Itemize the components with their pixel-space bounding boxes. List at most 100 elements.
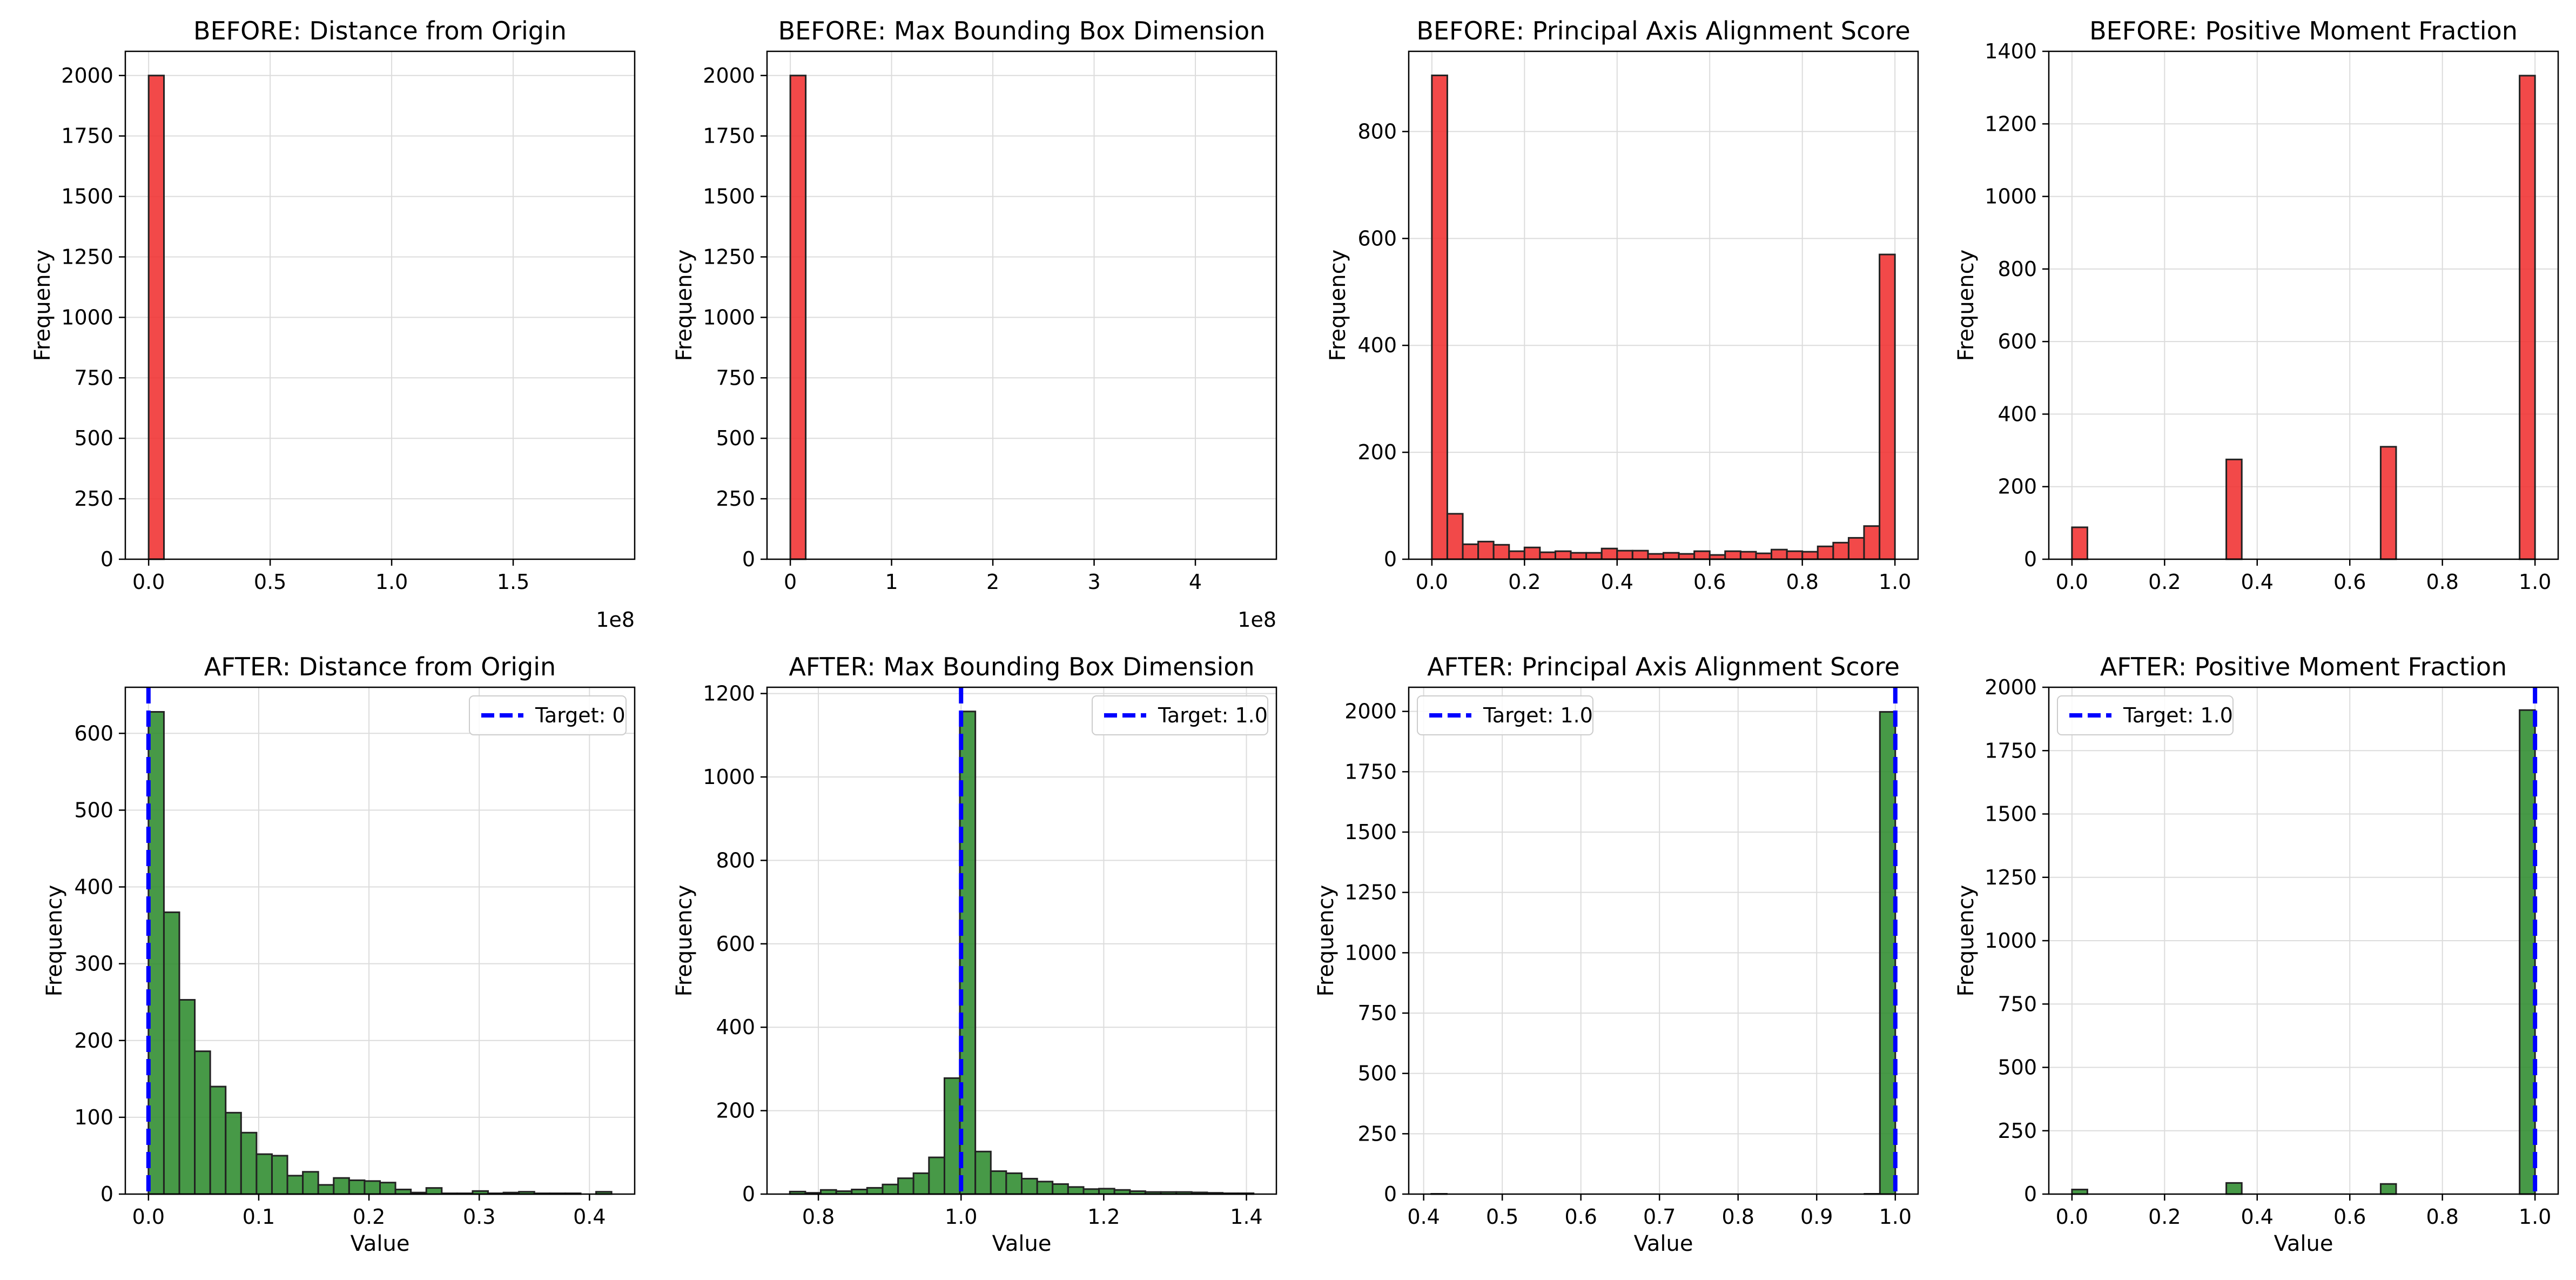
subplot-3: 0.0 0.2 0.4 0.6 0.8 1.0 0 200 400 600 800 BEFORE: P… [1326, 16, 1919, 594]
x-tick-label: 1.0 [2519, 570, 2551, 594]
y-tick-label: 1000 [1985, 929, 2037, 953]
chart-title: BEFORE: Positive Moment Fraction [2089, 16, 2518, 45]
histogram-bars [2071, 75, 2536, 560]
y-tick-label: 500 [1997, 1056, 2037, 1080]
histogram-bar [1631, 549, 1649, 560]
x-tick-label: 0.6 [2333, 570, 2366, 594]
y-axis-label: Frequency [672, 250, 697, 361]
legend: Target: 0 [469, 695, 627, 735]
y-tick-label: 1500 [1344, 820, 1397, 844]
histogram-bar [348, 1179, 366, 1195]
histogram-bar [1570, 552, 1588, 560]
chart-title: AFTER: Distance from Origin [204, 652, 556, 681]
x-tick-label: 2 [986, 570, 999, 594]
legend-label: Target: 1.0 [2123, 703, 2233, 727]
y-tick-label: 400 [1997, 402, 2037, 426]
y-axis-label: Frequency [672, 885, 697, 997]
histogram-bar [333, 1177, 350, 1195]
histogram-bar [943, 1077, 961, 1195]
y-tick-label: 1750 [1985, 739, 2037, 762]
y-tick-label: 750 [1357, 1001, 1397, 1025]
x-tick-label: 1.4 [1230, 1205, 1262, 1229]
y-tick-label: 400 [74, 875, 113, 899]
histogram-bar [1647, 553, 1665, 560]
subplot-7: 0.4 0.5 0.6 0.7 0.8 0.9 1.0 0 250 500 750 1000 1250 1… [1314, 652, 1919, 1256]
plot-area [2049, 51, 2558, 559]
x-tick-label: 0.8 [2426, 1205, 2458, 1229]
histogram-bar [1021, 1177, 1038, 1195]
x-tick-label: 0.4 [1601, 570, 1633, 594]
axes-frame [766, 50, 1277, 560]
histogram-bar [1036, 1181, 1054, 1195]
histogram-bars [789, 75, 807, 560]
axis-offset-label: 1e8 [596, 608, 635, 632]
subplot-1: 0.0 0.5 1.0 1.5 0 250 500 750 1000 1250 1500 1750 20… [30, 16, 636, 632]
x-tick-label: 1.0 [375, 570, 408, 594]
subplot-4: 0.0 0.2 0.4 0.6 0.8 1.0 0 200 400 600 800 1000 1200 1… [1954, 16, 2559, 594]
axes-frame [124, 686, 636, 1195]
y-tick-label: 800 [1357, 119, 1397, 143]
x-tick-label: 0.0 [132, 1205, 165, 1229]
y-tick-label: 0 [100, 547, 113, 571]
y-tick-label: 200 [1997, 475, 2037, 499]
x-tick-label: 0.6 [1693, 570, 1726, 594]
y-tick-label: 1400 [1985, 39, 2037, 63]
y-tick-label: 400 [1357, 333, 1397, 357]
x-tick-label: 0.3 [463, 1205, 495, 1229]
histogram-bar [1052, 1183, 1069, 1195]
histogram-bar [1446, 513, 1464, 560]
subplot-5: 0.0 0.1 0.2 0.3 0.4 0 100 200 300 400 500 600 AFTER:… [42, 652, 636, 1256]
y-tick-label: 1750 [61, 124, 113, 148]
plot-area [1409, 51, 1918, 559]
y-tick-label: 2000 [1985, 675, 2037, 699]
y-tick-label: 0 [2024, 1182, 2037, 1206]
y-axis-label: Frequency [1326, 250, 1350, 361]
y-tick-label: 1250 [703, 245, 755, 269]
x-tick-label: 0.1 [243, 1205, 275, 1229]
histogram-bar [2379, 446, 2397, 560]
histogram-bar [1817, 545, 1834, 560]
y-tick-label: 200 [74, 1029, 113, 1053]
x-tick-label: 0.0 [132, 570, 165, 594]
y-tick-label: 1250 [61, 245, 113, 269]
x-axis-label: Value [1634, 1231, 1693, 1256]
histogram-bar [1832, 541, 1849, 560]
histogram-bar [425, 1187, 443, 1195]
histogram-bar [1739, 551, 1757, 560]
x-tick-label: 1.0 [945, 1205, 977, 1229]
y-tick-label: 1750 [1344, 760, 1397, 783]
histogram-bar [1663, 552, 1680, 560]
x-tick-label: 0.0 [1416, 570, 1448, 594]
x-tick-label: 0.2 [353, 1205, 385, 1229]
y-tick-label: 600 [1997, 330, 2037, 353]
histogram-bar [1508, 550, 1525, 560]
x-tick-label: 3 [1087, 570, 1100, 594]
y-tick-label: 2000 [1344, 700, 1397, 723]
histogram-bar [1492, 544, 1510, 560]
subplot-2: 0 1 2 3 4 0 250 500 750 1000 1250 1500 1750 2000 1e8 BE… [672, 16, 1277, 632]
x-axis-label: Value [992, 1231, 1052, 1256]
y-tick-label: 0 [1384, 1182, 1397, 1206]
histogram-bar [255, 1153, 273, 1195]
y-axis-label: Frequency [30, 250, 55, 361]
y-tick-label: 750 [1997, 992, 2037, 1016]
axis-offset-label: 1e8 [1237, 608, 1276, 632]
x-tick-label: 0.8 [1722, 1205, 1754, 1229]
histogram-bar [1786, 550, 1804, 560]
x-tick-label: 0.4 [2241, 570, 2274, 594]
histogram-bar [897, 1177, 914, 1195]
y-tick-label: 400 [716, 1015, 755, 1039]
histogram-bar [1879, 253, 1896, 560]
y-tick-label: 1000 [703, 305, 755, 329]
plot-area [767, 51, 1276, 559]
x-tick-label: 0.0 [2056, 570, 2088, 594]
y-axis-label: Frequency [1314, 885, 1339, 997]
histogram-bar [1724, 550, 1741, 560]
x-tick-label: 0.8 [1786, 570, 1818, 594]
x-tick-label: 0.8 [2426, 570, 2458, 594]
x-tick-label: 0.7 [1643, 1205, 1676, 1229]
legend-box [469, 695, 627, 735]
x-tick-label: 0 [784, 570, 797, 594]
histogram-bar [1863, 525, 1881, 560]
subplot-6: 0.8 1.0 1.2 1.4 0 200 400 600 800 1000 1200 AFTER: … [672, 652, 1277, 1256]
